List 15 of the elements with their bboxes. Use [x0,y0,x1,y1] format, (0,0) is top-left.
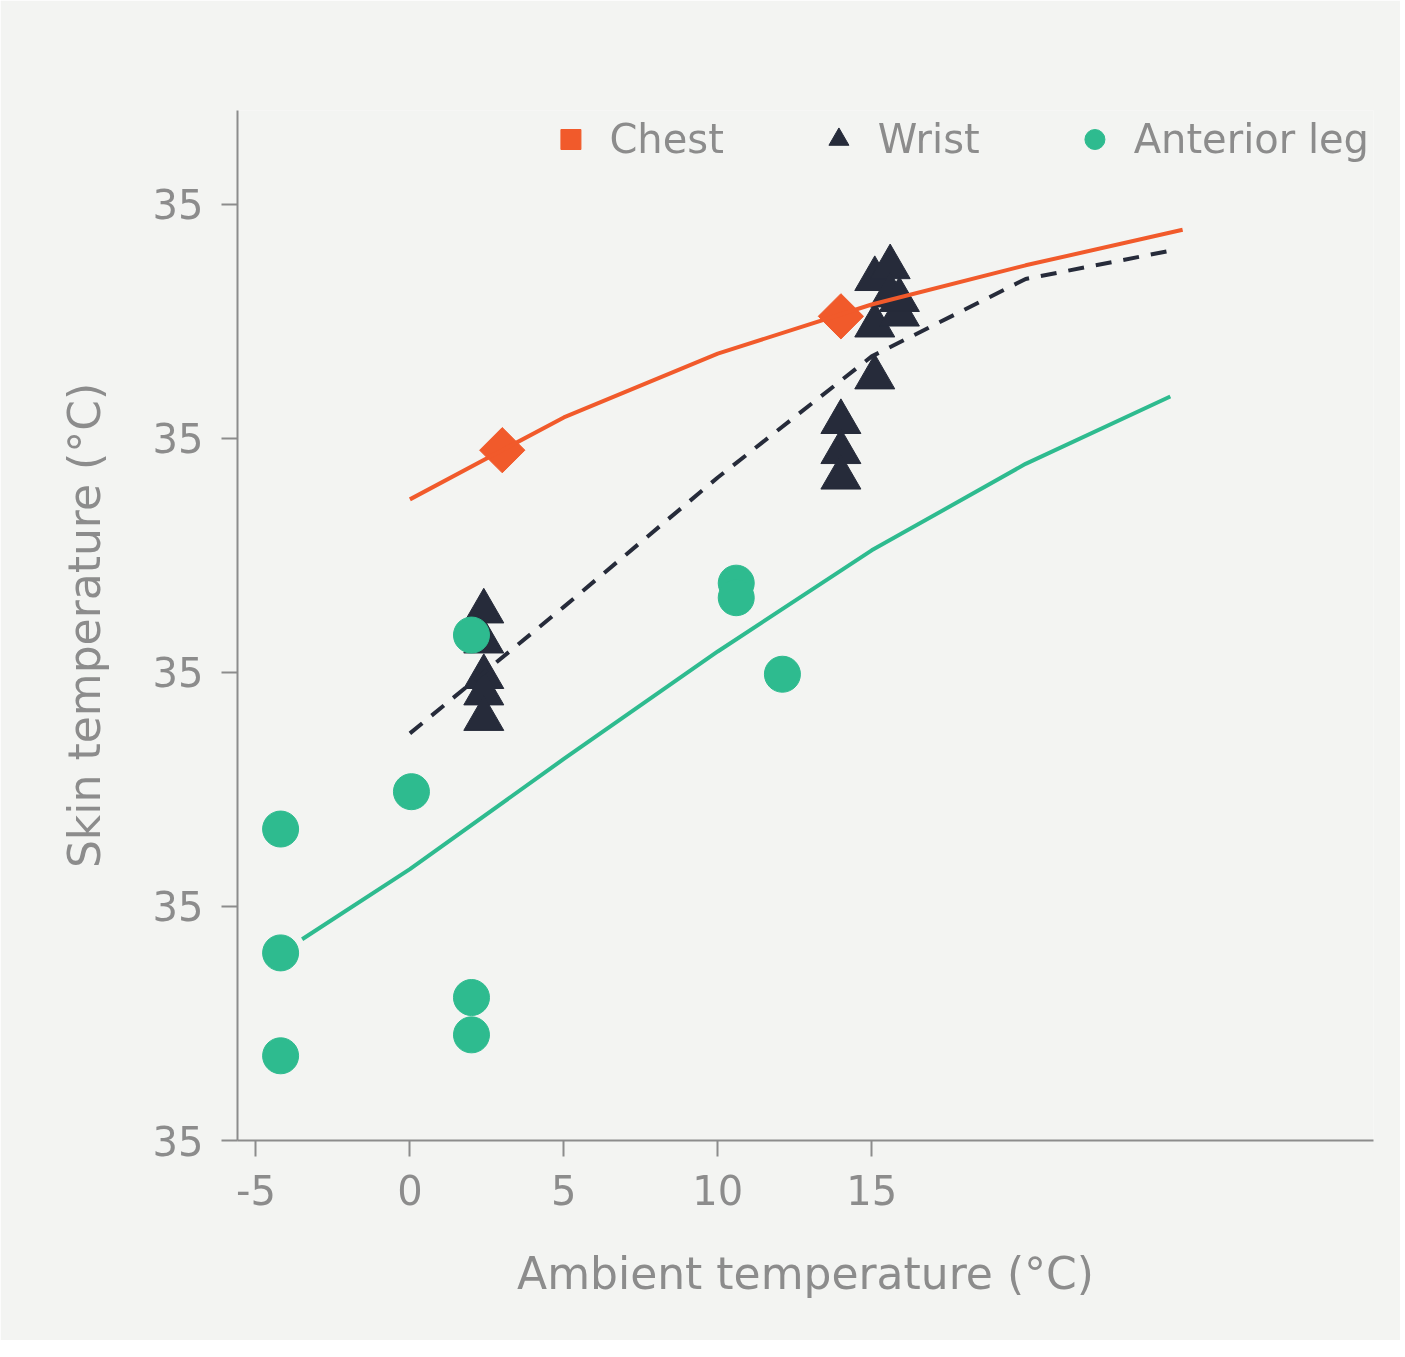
x-axis-title: Ambient temperature (°C) [517,1247,1094,1299]
x-tick-label: 15 [846,1167,898,1214]
x-tick-label: 5 [551,1167,577,1214]
legend-label: Anterior leg [1133,116,1369,162]
y-axis-title: Skin temperature (°C) [58,382,110,869]
text: 35 [152,182,204,229]
legend-label: Chest [609,116,724,162]
x-tick-label: 10 [692,1167,744,1214]
text: 35 [152,650,204,697]
x-tick-label: -5 [236,1167,276,1214]
legend-label: Wrist [877,116,980,162]
text: 35 [152,416,204,463]
x-tick-label: 0 [397,1167,423,1214]
text: 35 [152,1118,204,1165]
text: 35 [152,884,204,931]
